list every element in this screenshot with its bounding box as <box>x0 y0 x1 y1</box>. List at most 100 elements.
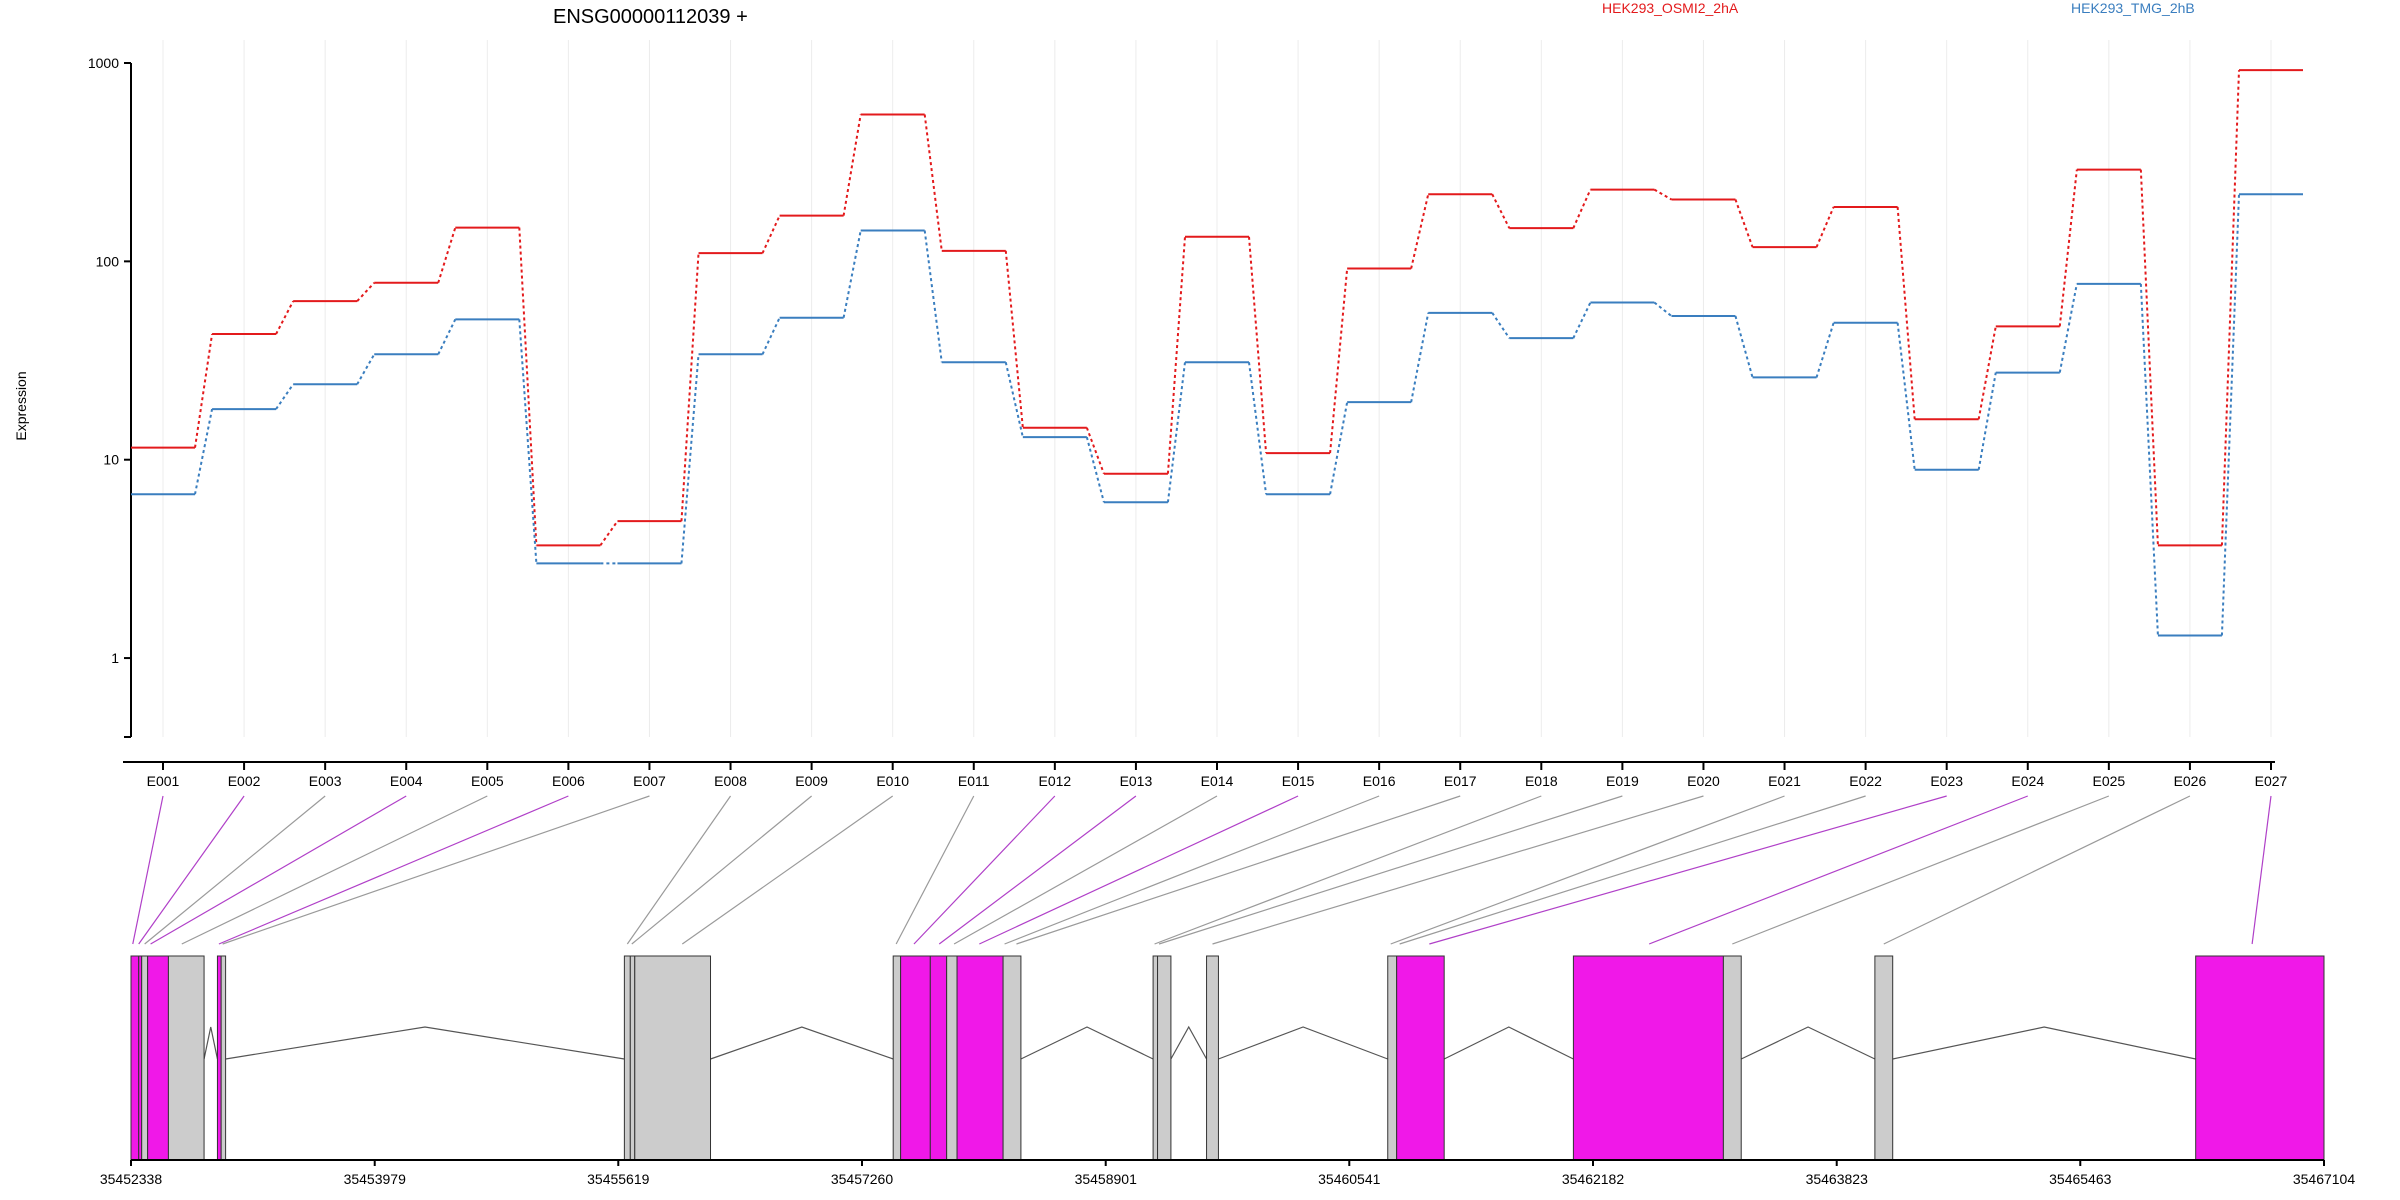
exon-connector <box>1648 795 2028 945</box>
series-1-transition <box>1653 188 1672 201</box>
x-tick-label: E024 <box>2011 773 2044 789</box>
exon-connector <box>1429 795 1947 945</box>
series-2-transition <box>1977 372 1997 470</box>
series-1-transition <box>194 333 214 448</box>
x-tick-label: E002 <box>228 773 261 789</box>
exon-connector <box>132 795 164 945</box>
exon-block <box>130 955 140 1161</box>
series-1-transition <box>2058 169 2078 327</box>
exon-connector <box>1399 795 1866 945</box>
x-tick-label: E019 <box>1606 773 1639 789</box>
y-tick-label: 100 <box>96 253 120 269</box>
series-1-transition <box>2139 169 2159 546</box>
exon-block <box>1206 955 1219 1161</box>
legend-series-2: HEK293_TMG_2hB <box>2071 0 2195 16</box>
series-2-transition <box>1410 312 1430 403</box>
exon-block <box>2195 955 2325 1161</box>
series-2-transition <box>275 383 294 410</box>
series-2-transition <box>1004 362 1024 438</box>
x-tick-label: E017 <box>1444 773 1477 789</box>
series-2-transition <box>356 353 376 385</box>
coordinate-tick-label: 35453979 <box>344 1171 407 1187</box>
series-2-transition <box>1248 362 1268 495</box>
coordinate-tick-label: 35462182 <box>1562 1171 1625 1187</box>
series-2-transition <box>518 319 538 564</box>
x-tick-label: E009 <box>795 773 828 789</box>
exon-connector <box>2251 795 2272 945</box>
coordinate-tick-label: 35467104 <box>2293 1171 2356 1187</box>
series-1-transition <box>923 114 943 251</box>
exon-connector <box>938 795 1137 945</box>
series-1-transition <box>1248 236 1268 454</box>
exon-block <box>946 955 958 1161</box>
x-tick-label: E008 <box>714 773 747 789</box>
series-1-transition <box>1572 189 1592 229</box>
series-1-transition <box>842 114 862 216</box>
exon-block <box>1722 955 1742 1161</box>
exon-connector <box>953 795 1218 945</box>
x-tick-label: E018 <box>1525 773 1558 789</box>
exon-connector <box>1154 795 1542 945</box>
exon-connector <box>1883 795 2191 945</box>
coordinate-tick-label: 35463823 <box>1806 1171 1869 1187</box>
exon-block <box>1152 955 1159 1161</box>
exon-connector <box>150 795 407 945</box>
exon-block <box>141 955 149 1161</box>
exon-block <box>900 955 931 1161</box>
series-2-transition <box>1491 312 1511 339</box>
exon-block <box>929 955 948 1161</box>
exon-connector <box>1212 795 1704 945</box>
series-2-transition <box>842 230 862 318</box>
grid-layer <box>162 40 2272 737</box>
exon-connector <box>1016 795 1461 945</box>
series-1-line <box>131 69 2303 547</box>
exon-block <box>1387 955 1398 1161</box>
x-tick-label: E014 <box>1201 773 1234 789</box>
series-2-transition <box>923 230 943 363</box>
x-tick-label: E005 <box>471 773 504 789</box>
exon-block <box>216 955 222 1161</box>
series-1-transition <box>1004 250 1024 428</box>
y-axis: 1 10 100 1000 <box>88 55 132 738</box>
coordinate-tick-label: 35465463 <box>2049 1171 2112 1187</box>
series-2-transition <box>1653 301 1673 317</box>
intron <box>225 1026 625 1060</box>
exon-connector <box>1158 795 1623 945</box>
series-2-transition <box>194 408 214 495</box>
exon-block <box>892 955 902 1161</box>
x-tick-label: E006 <box>552 773 585 789</box>
series-1-transition <box>2220 70 2240 546</box>
x-tick-label: E025 <box>2092 773 2125 789</box>
series-1-transition <box>1977 326 1997 420</box>
exon-connector <box>626 795 732 945</box>
exon-connector <box>1732 795 2110 945</box>
intron <box>710 1026 894 1060</box>
exon-block <box>220 955 227 1161</box>
series-1-transition <box>518 227 538 546</box>
exon-connector <box>913 795 1056 945</box>
x-tick-label: E012 <box>1038 773 1071 789</box>
exon-block <box>1002 955 1022 1161</box>
chart-title: ENSG00000112039 + <box>553 6 748 28</box>
exon-connector <box>181 795 488 945</box>
series-2-transition <box>1734 315 1754 378</box>
x-axis: E001 E002 E003 E004 E005 E006 E007 E008 E009 E010… <box>123 761 2288 789</box>
coordinate-tick-label: 35457260 <box>831 1171 894 1187</box>
x-tick-label: E026 <box>2174 773 2207 789</box>
x-tick-label: E003 <box>309 773 342 789</box>
exon-block <box>147 955 169 1161</box>
exon-block <box>623 955 631 1161</box>
x-tick-label: E022 <box>1849 773 1882 789</box>
exon-connector <box>222 795 650 945</box>
series-1-transition <box>437 227 457 284</box>
intron <box>203 1026 219 1060</box>
series-2-transition <box>2058 283 2078 373</box>
intron <box>1020 1026 1154 1060</box>
series-2-transition <box>1896 322 1916 470</box>
exon-block <box>956 955 1004 1161</box>
gene-model <box>130 955 2325 1161</box>
x-tick-label: E027 <box>2255 773 2288 789</box>
exon-connector <box>979 795 1299 945</box>
x-tick-label: E016 <box>1363 773 1396 789</box>
y-tick-label: 1 <box>111 650 119 666</box>
